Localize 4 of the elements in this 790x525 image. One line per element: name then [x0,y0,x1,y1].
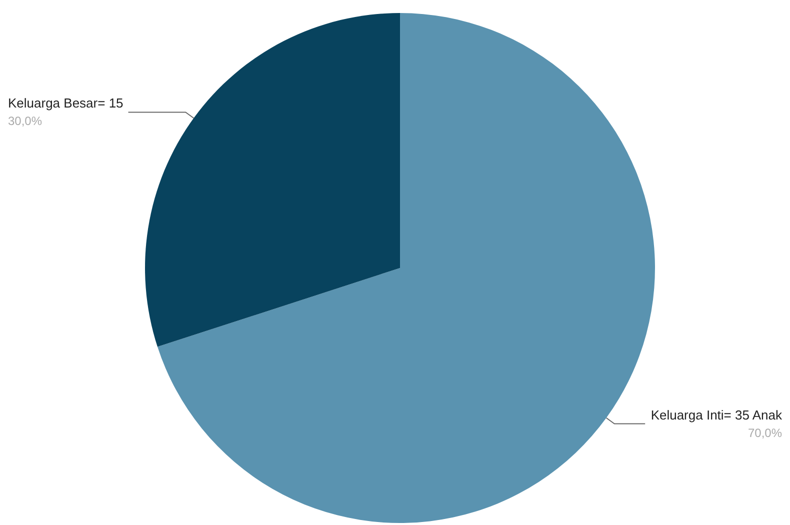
data-label: 70,0% [748,426,782,440]
slice-label: Keluarga Inti= 35 Anak [650,407,782,422]
data-label: 30,0% [8,114,42,128]
slice-label: Keluarga Besar= 15 [8,96,124,111]
